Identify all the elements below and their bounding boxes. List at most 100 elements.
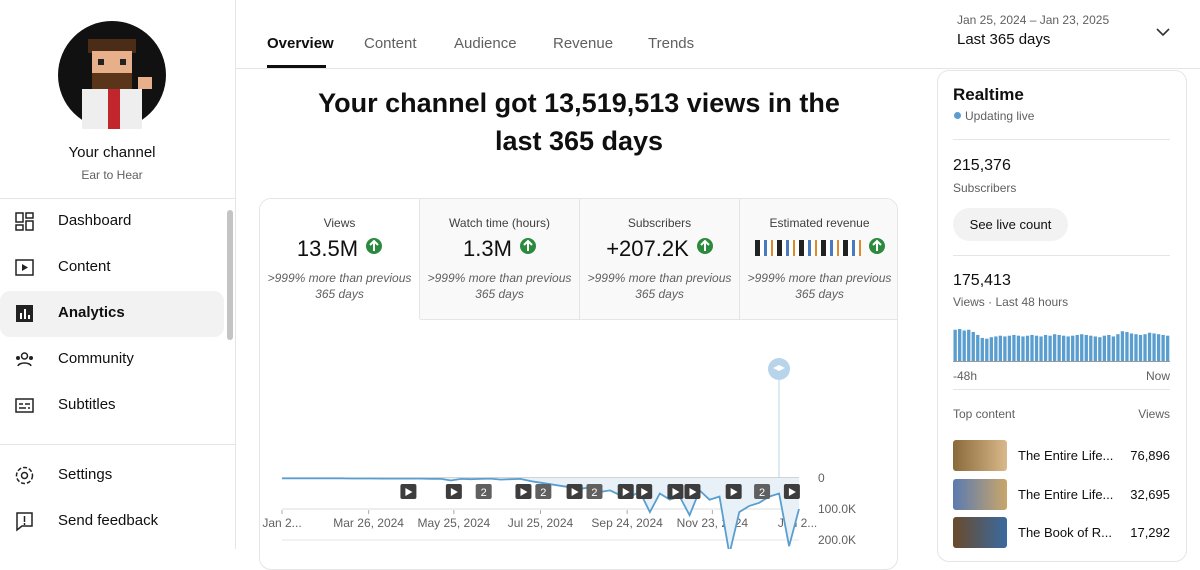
bar [980,337,984,361]
tab[interactable]: Overview [267,35,334,52]
nav-item[interactable]: Content [58,258,111,275]
metric-tab[interactable]: Watch time (hours) 1.3M >999% more than pr… [420,199,580,320]
tab[interactable]: Trends [648,35,695,52]
nav-item[interactable]: Send feedback [58,512,159,529]
divider [0,198,235,199]
x-tick-label: May 25, 2024 [418,516,491,530]
views-count: 175,413 [953,272,1011,289]
thumbnail [953,517,1007,548]
x-tick-label: Jan 2... [262,516,301,530]
video-views: 17,292 [1130,525,1170,540]
metric-value-row: 1.3M [420,236,579,262]
bar [1066,336,1070,361]
bar [1043,334,1048,361]
thumbnail [953,478,1007,510]
y-tick-label: 0 [818,471,825,485]
video-count: 2 [591,487,597,499]
metric-change: >999% more than previous 365 days [587,271,732,301]
nav-icon [15,466,34,485]
top-content-row[interactable]: The Entire Life... 76,896 [953,440,1170,472]
metric-tab[interactable]: Estimated revenue >999% more than previou… [740,199,897,320]
bar [1084,334,1088,361]
subscribers-label: Subscribers [953,181,1017,195]
bar [1039,336,1043,361]
bar [1057,334,1061,361]
obscured-value [754,240,861,256]
bar [1052,334,1057,361]
milestone-cap [773,365,785,371]
tab-underline [267,65,326,68]
video-count: 2 [540,487,546,499]
live-dot [954,112,961,119]
x-tick-label: Sep 24, 2024 [591,516,663,530]
divider [953,139,1170,140]
date-range-label[interactable]: Last 365 days [957,31,1051,48]
bar [1007,335,1012,361]
up-arrow [519,238,536,254]
play-icon [520,488,528,496]
channel-name: Your channel [68,144,156,161]
video-count-badge [535,484,552,499]
scrollbar[interactable] [227,210,233,340]
play-icon [405,488,413,496]
bar [1134,334,1138,361]
top-content-label: Top content [953,407,1016,421]
nav-item[interactable]: Community [58,350,134,367]
bar [1138,334,1143,361]
date-range[interactable]: Jan 25, 2024 – Jan 23, 2025 [957,13,1110,27]
tab[interactable]: Revenue [553,35,614,52]
divider [953,255,1170,256]
metric-label: Watch time (hours) [449,216,550,230]
divider [0,444,235,445]
tab[interactable]: Audience [454,35,517,52]
metric-label: Subscribers [627,216,692,230]
metric-tab[interactable]: Views 13.5M >999% more than previous 365 d… [260,199,420,319]
video-count: 2 [481,487,487,499]
tab[interactable]: Content [364,35,417,52]
nav-item[interactable]: Settings [58,466,113,483]
top-content-row[interactable]: The Entire Life... 32,695 [953,478,1170,511]
nav-item[interactable]: Dashboard [58,212,132,229]
nav-icon [16,305,33,322]
play-icon [689,488,697,496]
play-icon [622,488,630,496]
bar [1143,334,1147,361]
channel-handle: Ear to Hear [81,168,143,182]
bar [1030,334,1034,361]
bar [1089,335,1093,361]
metric-value: 1.3M [463,236,512,261]
metric-change: >999% more than previous 365 days [267,271,412,301]
bar [985,338,989,361]
avatar [58,21,166,129]
bar [1034,335,1039,361]
chevron[interactable] [1156,27,1170,37]
nav-icon [15,212,34,231]
thumbnail [953,440,1007,471]
up-arrow [696,238,713,254]
top-content-row[interactable]: The Book of R... 17,292 [953,517,1170,549]
video-count-badge [586,484,603,499]
bar [1016,335,1021,361]
bar [989,337,993,361]
subscriber-count: 215,376 [953,157,1011,174]
bar [1003,336,1007,361]
bar [971,331,975,361]
y-tick-label: 200.0K [818,533,856,547]
metric-value: 13.5M [296,236,359,261]
video-title: The Book of R... [1018,525,1112,540]
metric-tab[interactable]: Subscribers +207.2K >999% more than previo… [580,199,740,320]
bar [1098,337,1102,361]
bar [1129,333,1134,361]
play-icon [730,488,738,496]
nav-item[interactable]: Analytics [58,304,125,321]
bar [1080,334,1084,361]
bar [967,329,971,361]
live-count-button[interactable]: See live count [953,208,1068,241]
bar [1111,336,1116,361]
metric-label: Views [323,216,356,230]
nav-item[interactable]: Subtitles [58,396,116,413]
bar [1102,335,1107,361]
bar [1025,335,1030,361]
bar [953,329,957,361]
